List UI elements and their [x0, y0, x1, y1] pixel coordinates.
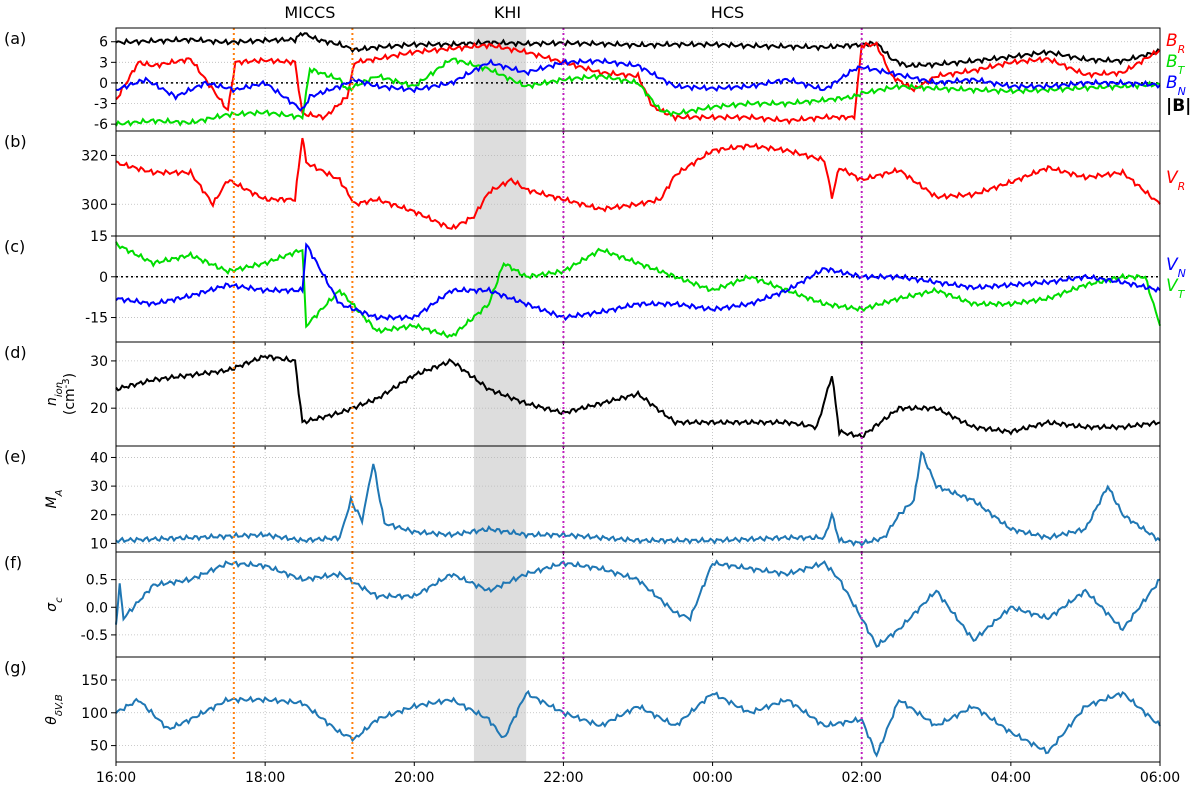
x-tick-label: 16:00 [96, 770, 136, 786]
y-tick-label: -15 [85, 311, 108, 327]
y-tick-label: 0.5 [86, 573, 108, 589]
series-line-vt [115, 241, 1161, 339]
y-tick-label: 300 [81, 197, 108, 213]
series-line-c [115, 559, 1161, 648]
y-tick-label: 100 [81, 706, 108, 722]
panel-tag: (b) [4, 132, 27, 151]
y-tick-label: 3 [99, 55, 108, 71]
series-line-br [115, 41, 1161, 126]
legend-entry: VR [1166, 168, 1185, 193]
y-tick-label: 320 [81, 148, 108, 164]
panel-frame [115, 235, 1161, 343]
y-tick-label: 40 [90, 450, 108, 466]
y-axis-label: θδV,B [44, 694, 65, 725]
legend-entry: VT [1166, 276, 1186, 301]
x-tick-label: 00:00 [692, 770, 732, 786]
y-axis-unit: (cm-3) [61, 373, 79, 415]
y-tick-label: 20 [90, 401, 108, 417]
series-line-vr [115, 137, 1161, 230]
series-line-vb [115, 689, 1161, 758]
x-tick-label: 06:00 [1140, 770, 1180, 786]
panel-tag: (a) [4, 29, 26, 48]
x-tick-label: 02:00 [842, 770, 882, 786]
panel-frame [115, 551, 1161, 658]
y-tick-label: -3 [94, 97, 108, 113]
panel-tag: (f) [4, 553, 22, 572]
y-tick-label: -6 [94, 117, 108, 133]
panel-tag: (g) [4, 658, 27, 677]
y-axis-label: MA [44, 489, 65, 508]
y-axis-quantity: σc [44, 597, 65, 612]
y-tick-label: -0.5 [81, 628, 108, 644]
y-tick-label: 30 [90, 354, 108, 370]
y-tick-label: 0 [99, 76, 108, 92]
panel-tag: (e) [4, 447, 26, 466]
panel-tag: (c) [4, 237, 25, 256]
panel-frame [115, 27, 1161, 132]
x-tick-label: 20:00 [394, 770, 434, 786]
y-tick-label: 0 [99, 270, 108, 286]
series-line-vn [115, 242, 1161, 322]
khi-shaded-interval [473, 28, 527, 762]
panel-tag: (d) [4, 343, 27, 362]
series-line-nion [115, 354, 1161, 439]
y-axis-quantity: MA [44, 489, 65, 508]
y-axis-label: σc [44, 597, 65, 612]
region-label: KHI [494, 3, 521, 22]
series-line-ma [115, 450, 1161, 547]
region-label: HCS [711, 3, 744, 22]
y-tick-label: 50 [90, 739, 108, 755]
series-line-bt [115, 57, 1161, 128]
y-tick-label: 20 [90, 508, 108, 524]
y-tick-label: 10 [90, 536, 108, 552]
x-tick-label: 18:00 [245, 770, 285, 786]
y-tick-label: 15 [90, 229, 108, 245]
y-tick-label: 150 [81, 673, 108, 689]
panel-frame [115, 130, 1161, 237]
y-axis-label: nion(cm-3) [44, 373, 78, 415]
legend-entry: |B| [1166, 96, 1191, 116]
y-tick-label: 6 [99, 35, 108, 51]
panel-frame [115, 656, 1161, 763]
series-line-bn [115, 57, 1161, 112]
x-tick-label: 22:00 [543, 770, 583, 786]
x-tick-label: 04:00 [991, 770, 1031, 786]
y-tick-label: 0.0 [86, 600, 108, 616]
y-axis-quantity: θδV,B [44, 694, 65, 725]
series-line-b [115, 31, 1161, 69]
region-label: MICCS [284, 3, 335, 22]
legend-entry: BN [1166, 73, 1186, 98]
y-tick-label: 30 [90, 479, 108, 495]
